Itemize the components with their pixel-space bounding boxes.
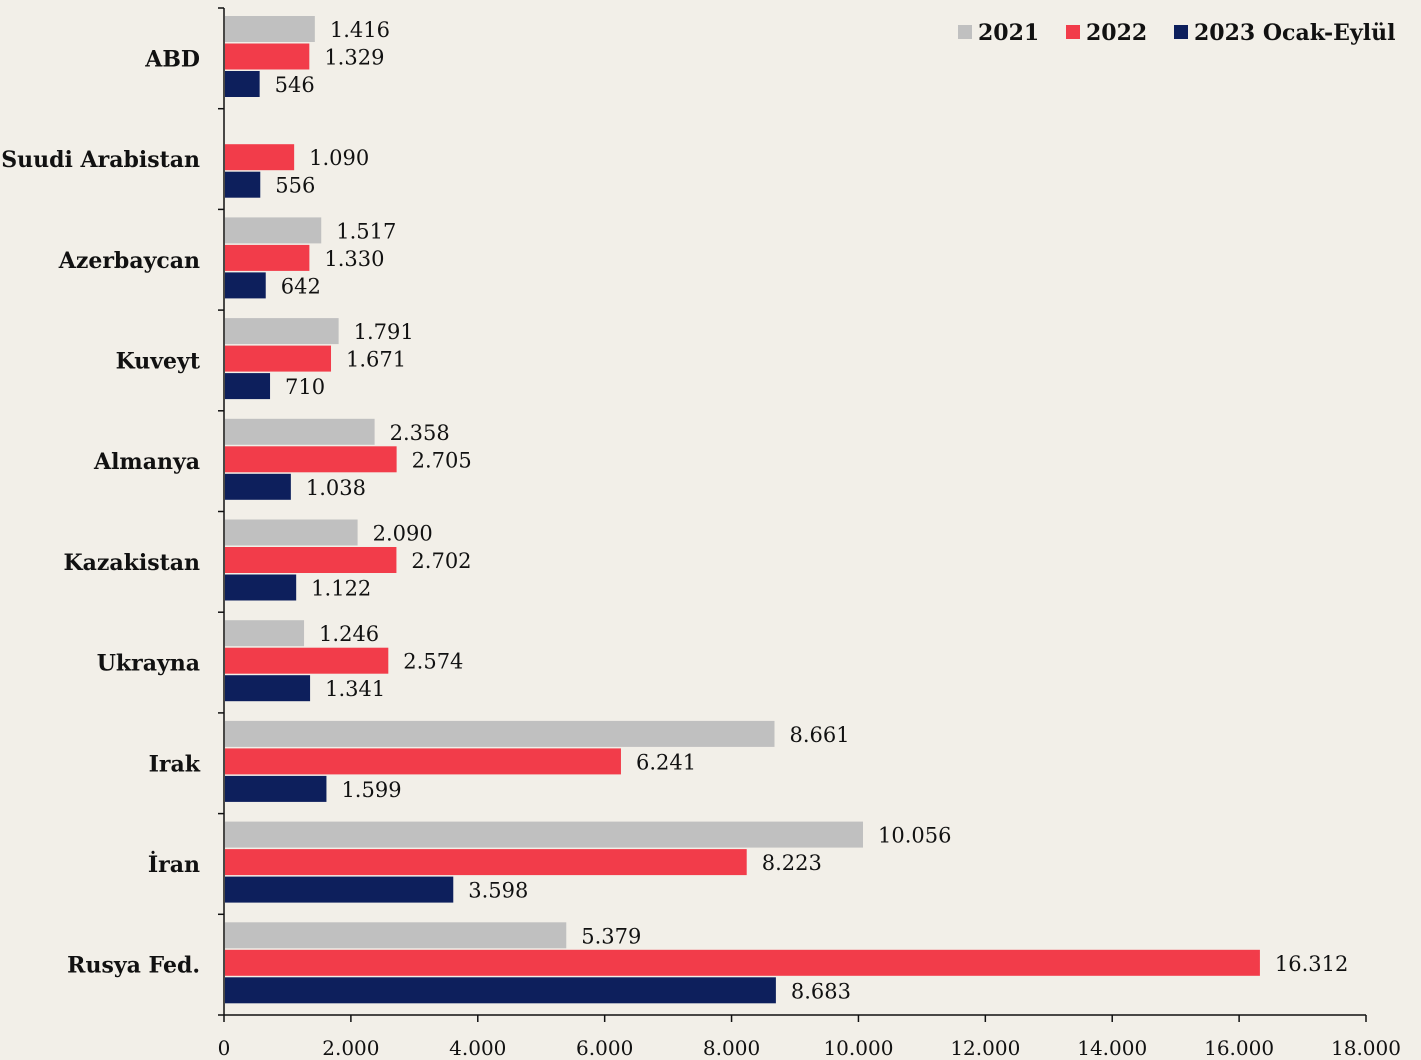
bar-almanya-2023-ocak-eyl-l: [225, 473, 291, 500]
bar-abd-2023-ocak-eyl-l: [225, 71, 260, 97]
bar-azerbaycan-2023-ocak-eyl-l: [225, 272, 266, 299]
data-label-ukrayna-2023-ocak-eyl-l: 1.341: [325, 677, 385, 701]
data-label-kuveyt-2023-ocak-eyl-l: 710: [285, 375, 325, 399]
axes-group: 0 2.000 4.000 6.000 8.000 10.000 12.000 14.000 1…: [218, 7, 1401, 1060]
category-label-almanya: Almanya: [93, 449, 200, 475]
data-label-kazakistan-2021: 2.090: [373, 522, 433, 546]
category-label-ukrayna: Ukrayna: [97, 651, 200, 677]
bar-ukrayna-2022: [225, 647, 389, 674]
bar-suudi-arabistan-2022: [225, 144, 295, 171]
data-label-suudi-arabistan-2022: 1.090: [309, 146, 369, 170]
legend-label-2021: 2021: [978, 20, 1039, 46]
bar-irak-2023-ocak-eyl-l: [225, 775, 327, 802]
bar-almanya-2021: [225, 418, 375, 445]
x-tick-label: 10.000: [823, 1036, 893, 1060]
x-tick-label: 18.000: [1331, 1036, 1401, 1060]
bar-ukrayna-2021: [225, 620, 305, 647]
bar-azerbaycan-2021: [225, 217, 322, 244]
data-label-irak-2023-ocak-eyl-l: 1.599: [341, 778, 401, 802]
data-label-almanya-2022: 2.705: [412, 448, 472, 472]
x-tick-label: 16.000: [1204, 1036, 1274, 1060]
data-label-iran-2023-ocak-eyl-l: 3.598: [468, 879, 528, 903]
data-label-rusya-fed-2021: 5.379: [581, 924, 641, 948]
x-tick-label: 12.000: [950, 1036, 1020, 1060]
data-label-ukrayna-2021: 1.246: [319, 622, 379, 646]
bar-abd-2022: [225, 43, 310, 70]
bar-kuveyt-2021: [225, 318, 339, 345]
x-tick-label: 2.000: [322, 1036, 379, 1060]
legend-swatch-2023-ocak-eyl-l: [1174, 25, 1188, 39]
data-label-abd-2023-ocak-eyl-l: 546: [275, 73, 315, 97]
bar-kuveyt-2022: [225, 345, 332, 372]
bar-rusya-fed-2021: [225, 922, 567, 949]
x-tick-label: 6.000: [576, 1036, 633, 1060]
bar-kazakistan-2022: [225, 547, 397, 573]
category-label-rusya-fed: Rusya Fed.: [67, 953, 200, 979]
bar-kazakistan-2021: [225, 519, 358, 546]
bar-irak-2021: [225, 720, 775, 747]
data-label-rusya-fed-2023-ocak-eyl-l: 8.683: [791, 979, 851, 1003]
bar-azerbaycan-2022: [225, 244, 310, 271]
bar-irak-2022: [225, 748, 621, 775]
bar-iran-2023-ocak-eyl-l: [225, 876, 454, 903]
data-label-kuveyt-2022: 1.671: [346, 348, 406, 372]
x-tick-label: 8.000: [703, 1036, 760, 1060]
data-label-azerbaycan-2022: 1.330: [324, 247, 384, 271]
data-label-kazakistan-2022: 2.702: [411, 549, 471, 573]
x-tick-label: 4.000: [449, 1036, 506, 1060]
bar-almanya-2022: [225, 446, 397, 473]
category-label-kuveyt: Kuveyt: [116, 348, 201, 374]
bar-kuveyt-2023-ocak-eyl-l: [225, 373, 271, 400]
data-label-ukrayna-2022: 2.574: [403, 650, 463, 674]
legend-swatch-2021: [958, 25, 972, 39]
legend-label-2023-ocak-eyl-l: 2023 Ocak-Eylül: [1194, 20, 1395, 46]
data-label-irak-2021: 8.661: [789, 723, 849, 747]
data-label-abd-2022: 1.329: [324, 46, 384, 70]
bar-ukrayna-2023-ocak-eyl-l: [225, 675, 311, 702]
bar-iran-2021: [225, 821, 863, 848]
data-label-almanya-2023-ocak-eyl-l: 1.038: [306, 476, 366, 500]
data-label-irak-2022: 6.241: [636, 750, 696, 774]
category-labels-group: ABD Suudi Arabistan Azerbaycan Kuveyt Almany…: [1, 46, 201, 978]
legend-swatch-2022: [1066, 25, 1080, 39]
category-label-irak: Irak: [149, 751, 201, 777]
bar-iran-2022: [225, 849, 747, 876]
data-label-iran-2022: 8.223: [762, 851, 822, 875]
data-label-abd-2021: 1.416: [330, 18, 390, 42]
bar-rusya-fed-2022: [225, 949, 1260, 976]
category-label-abd: ABD: [144, 46, 200, 72]
data-label-kuveyt-2021: 1.791: [354, 320, 414, 344]
data-label-suudi-arabistan-2023-ocak-eyl-l: 556: [275, 174, 315, 198]
bar-kazakistan-2023-ocak-eyl-l: [225, 574, 297, 601]
data-label-rusya-fed-2022: 16.312: [1275, 952, 1348, 976]
x-tick-label: 14.000: [1077, 1036, 1147, 1060]
category-label-kazakistan: Kazakistan: [63, 550, 200, 576]
data-label-azerbaycan-2021: 1.517: [336, 219, 396, 243]
bar-rusya-fed-2023-ocak-eyl-l: [225, 977, 776, 1004]
legend-label-2022: 2022: [1086, 20, 1147, 46]
category-label-iran: İran: [148, 850, 200, 878]
data-label-iran-2021: 10.056: [878, 824, 951, 848]
bar-abd-2021: [225, 16, 315, 42]
category-label-azerbaycan: Azerbaycan: [58, 248, 200, 274]
bar-suudi-arabistan-2023-ocak-eyl-l: [225, 171, 261, 198]
x-tick-label: 0: [218, 1036, 231, 1060]
data-label-kazakistan-2023-ocak-eyl-l: 1.122: [311, 577, 371, 601]
legend: 2021 2022 2023 Ocak-Eylül: [958, 20, 1395, 46]
data-label-azerbaycan-2023-ocak-eyl-l: 642: [281, 274, 321, 298]
category-label-suudi-arabistan: Suudi Arabistan: [1, 147, 200, 173]
data-label-almanya-2021: 2.358: [390, 421, 450, 445]
